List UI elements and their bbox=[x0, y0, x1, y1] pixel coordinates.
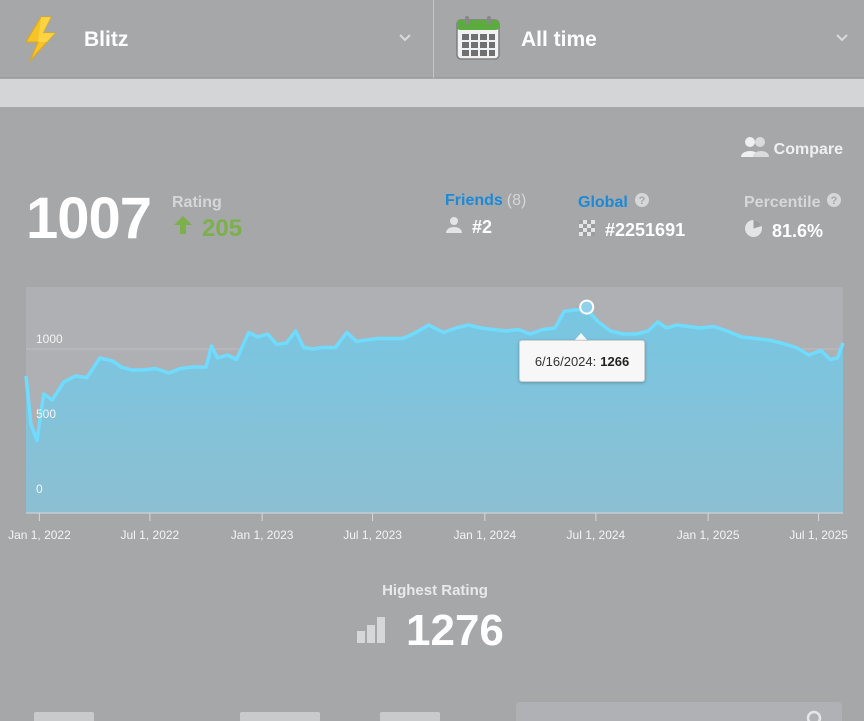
svg-text:?: ? bbox=[638, 195, 645, 207]
global-rank: #2251691 bbox=[605, 220, 686, 240]
svg-text:?: ? bbox=[831, 195, 838, 207]
compare-label: Compare bbox=[773, 140, 843, 158]
x-tick-label: Jul 1, 2024 bbox=[567, 528, 626, 542]
percentile-value: 81.6% bbox=[772, 220, 824, 241]
highest-rating: 1276 bbox=[356, 609, 504, 653]
friends-link[interactable]: Friends bbox=[445, 192, 503, 209]
y-tick-label: 500 bbox=[36, 407, 56, 421]
x-tick-label: Jan 1, 2024 bbox=[453, 528, 516, 542]
friends-stat: Friends (8) #2 bbox=[445, 192, 526, 239]
time-range-label: All time bbox=[521, 28, 597, 51]
help-icon[interactable]: ? bbox=[826, 192, 842, 213]
y-tick-label: 1000 bbox=[36, 332, 63, 346]
friends-count: (8) bbox=[506, 192, 527, 209]
bottom-tab[interactable] bbox=[34, 712, 94, 721]
x-tick-label: Jan 1, 2022 bbox=[8, 528, 71, 542]
search-input[interactable] bbox=[516, 702, 842, 721]
x-tick-label: Jul 1, 2023 bbox=[343, 528, 402, 542]
friends-rank: #2 bbox=[472, 217, 493, 237]
tooltip-caret bbox=[574, 333, 588, 341]
highlight-point bbox=[579, 299, 595, 315]
users-icon bbox=[740, 136, 769, 163]
rating-line bbox=[24, 307, 845, 443]
calendar-icon bbox=[456, 16, 500, 65]
rating-area bbox=[26, 309, 843, 513]
current-rating: 1007 bbox=[26, 186, 152, 251]
chevron-down-icon bbox=[835, 31, 849, 45]
rating-change: 205 bbox=[172, 214, 242, 243]
bottom-tab[interactable] bbox=[380, 712, 440, 721]
pie-chart-icon bbox=[744, 219, 763, 243]
chart-tooltip: 6/16/2024: 1266 bbox=[519, 340, 645, 382]
x-tick-label: Jan 1, 2025 bbox=[677, 528, 740, 542]
y-tick-label: 0 bbox=[36, 482, 43, 496]
x-tick-label: Jul 1, 2022 bbox=[121, 528, 180, 542]
global-link[interactable]: Global bbox=[578, 193, 628, 211]
search-icon bbox=[806, 710, 824, 721]
percentile-stat: Percentile ? 81.6% bbox=[744, 192, 842, 243]
filter-bar: Blitz All time bbox=[0, 0, 864, 78]
rating-change-value: 205 bbox=[202, 214, 243, 242]
tooltip-value: 1266 bbox=[600, 353, 630, 369]
rating-label: Rating bbox=[172, 194, 222, 211]
x-tick-label: Jul 1, 2025 bbox=[789, 528, 848, 542]
x-tick-label: Jan 1, 2023 bbox=[231, 528, 294, 542]
bottom-tab[interactable] bbox=[240, 712, 320, 721]
global-stat: Global ? #2251691 bbox=[578, 192, 685, 242]
divider-band bbox=[0, 79, 864, 107]
bar-chart-icon bbox=[356, 615, 386, 648]
highest-rating-label: Highest Rating bbox=[382, 582, 488, 599]
tooltip-date: 6/16/2024: bbox=[534, 353, 597, 369]
compare-button[interactable]: Compare bbox=[740, 136, 843, 163]
rating-history-chart[interactable]: 0 500 1000 Jan 1, 2022 Jul 1, 2022 Jan 1, 202… bbox=[0, 287, 864, 547]
game-type-selector[interactable]: Blitz bbox=[0, 0, 434, 78]
help-icon[interactable]: ? bbox=[634, 192, 650, 213]
highest-rating-value: 1276 bbox=[406, 606, 504, 655]
arrow-up-icon bbox=[172, 214, 194, 243]
chevron-down-icon bbox=[398, 31, 412, 45]
lightning-icon bbox=[22, 16, 62, 67]
user-icon bbox=[445, 216, 463, 239]
game-type-label: Blitz bbox=[84, 28, 129, 51]
time-range-selector[interactable]: All time bbox=[435, 0, 864, 78]
chessboard-icon bbox=[578, 219, 596, 242]
percentile-label: Percentile bbox=[744, 193, 821, 211]
